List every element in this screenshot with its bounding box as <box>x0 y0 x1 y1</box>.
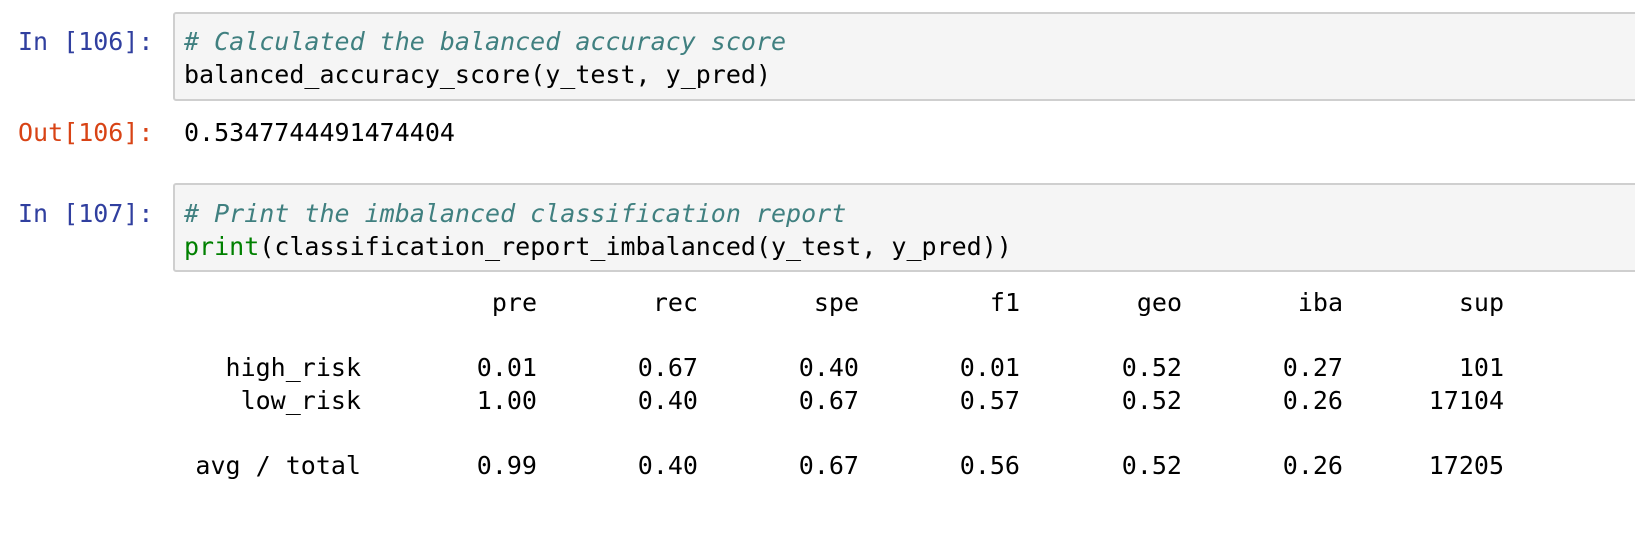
report-value: 0.40 <box>637 386 698 415</box>
report-value: 0.99 <box>476 451 537 480</box>
report-value: 0.56 <box>959 451 1020 480</box>
report-row-label: high_risk <box>225 353 361 382</box>
report-value: 0.40 <box>798 353 859 382</box>
code-args: (classification_report_imbalanced(y_test… <box>259 232 1012 261</box>
output-prompt-106: Out[106]: <box>18 118 154 147</box>
report-value: 0.52 <box>1121 451 1182 480</box>
input-prompt-106: In [106]: <box>18 27 154 56</box>
report-header: iba <box>1297 288 1343 317</box>
report-value: 101 <box>1458 353 1504 382</box>
report-value: 0.67 <box>637 353 698 382</box>
report-value: 1.00 <box>476 386 537 415</box>
code-comment-line: # Calculated the balanced accuracy score <box>184 27 787 56</box>
report-row-label: low_risk <box>240 386 361 415</box>
report-value: 0.27 <box>1282 353 1343 382</box>
report-value: 0.40 <box>637 451 698 480</box>
report-value: 0.01 <box>959 353 1020 382</box>
report-value: 0.52 <box>1121 353 1182 382</box>
report-header: f1 <box>989 288 1020 317</box>
report-value: 17104 <box>1428 386 1504 415</box>
report-header: pre <box>491 288 537 317</box>
builtin-print: print <box>184 232 260 261</box>
code-cell-107[interactable]: # Print the imbalanced classification re… <box>173 183 1635 272</box>
report-value: 0.26 <box>1282 451 1343 480</box>
input-prompt-107: In [107]: <box>18 199 154 228</box>
report-header: geo <box>1136 288 1182 317</box>
report-value: 0.57 <box>959 386 1020 415</box>
report-value: 17205 <box>1428 451 1504 480</box>
report-value: 0.67 <box>798 386 859 415</box>
code-line: print(classification_report_imbalanced(y… <box>184 230 1012 263</box>
report-value: 0.67 <box>798 451 859 480</box>
report-row-label: avg / total <box>195 451 361 480</box>
code-comment-line: # Print the imbalanced classification re… <box>184 199 847 228</box>
report-value: 0.26 <box>1282 386 1343 415</box>
code-cell-106[interactable]: # Calculated the balanced accuracy score… <box>173 12 1635 101</box>
report-value: 0.52 <box>1121 386 1182 415</box>
code-line: balanced_accuracy_score(y_test, y_pred) <box>184 60 771 89</box>
report-value: 0.01 <box>476 353 537 382</box>
report-header: sup <box>1458 288 1504 317</box>
report-header: rec <box>652 288 698 317</box>
report-header: spe <box>813 288 859 317</box>
output-value-106: 0.5347744491474404 <box>184 118 455 147</box>
